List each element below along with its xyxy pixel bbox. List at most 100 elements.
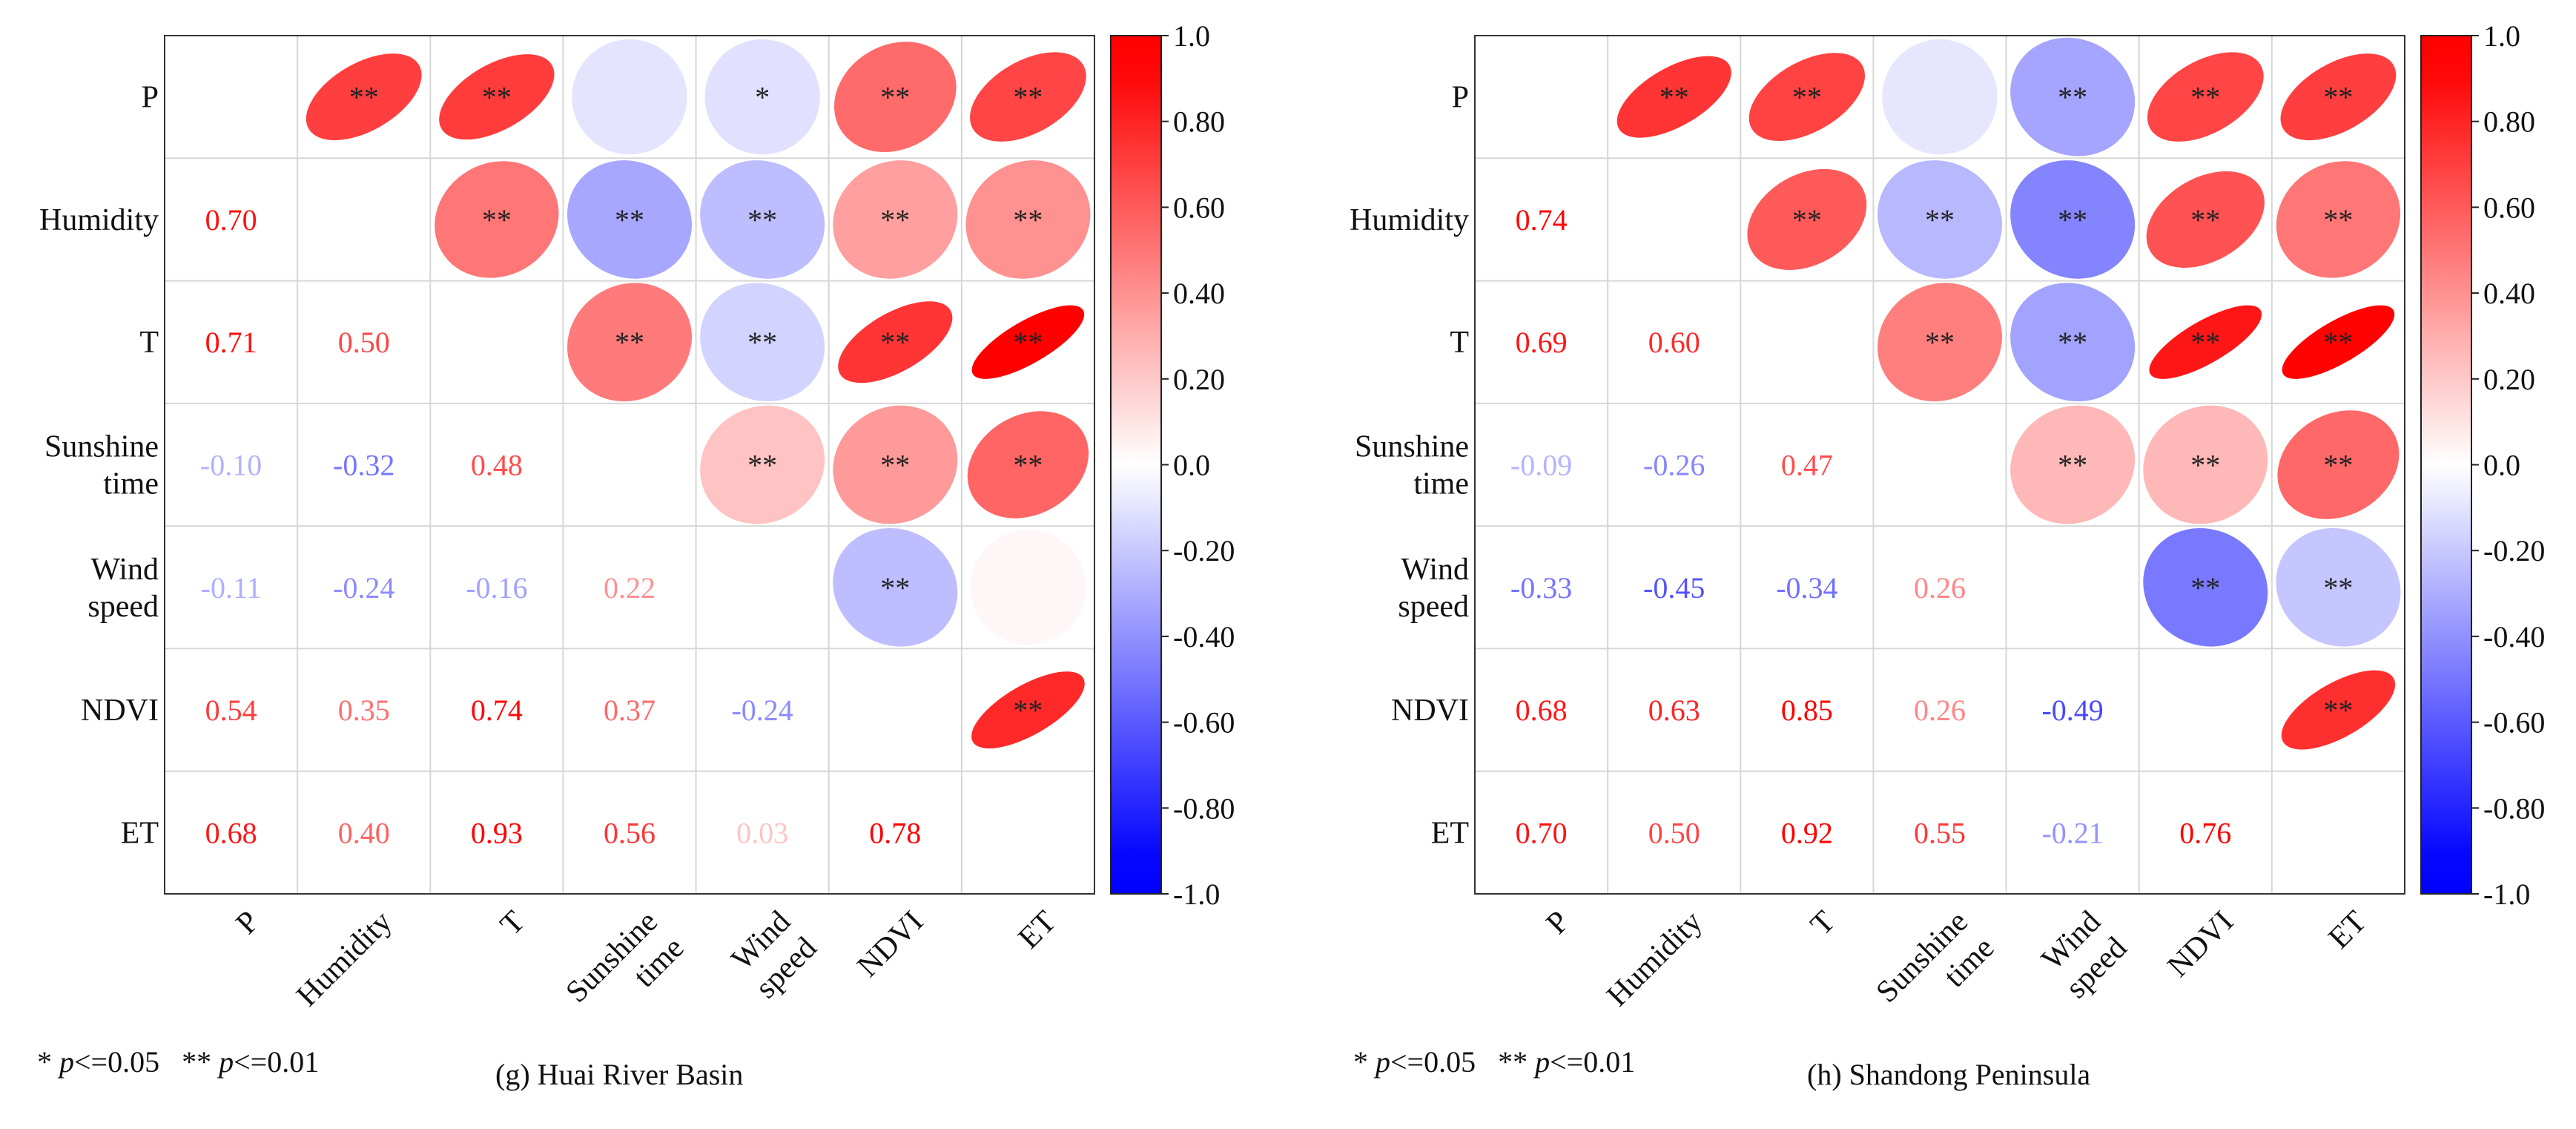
significance-mark-1-5: **	[880, 203, 910, 237]
row-label-5: NDVI	[81, 694, 159, 728]
column-label-4: Windspeed	[723, 904, 824, 1005]
ellipse-mark-0-4	[2010, 37, 2136, 157]
sig-single-p: p	[1375, 1045, 1390, 1079]
row-label-3: Sunshine time	[44, 430, 159, 501]
coefficient-label-4-2: -0.34	[1776, 571, 1837, 605]
row-label-6: ET	[121, 816, 159, 850]
colorbar-tick-label-9: -0.80	[1173, 791, 1235, 825]
caption-huai: (g) Huai River Basin	[495, 1058, 744, 1091]
row-label-line: NDVI	[81, 694, 159, 728]
ellipse-mark-5-6	[971, 671, 1085, 748]
significance-mark-3-6: **	[1013, 449, 1043, 482]
ellipse-mark-0-5	[2147, 52, 2264, 142]
colorbar-tick-label-2: 0.60	[2483, 191, 2535, 224]
ellipse-mark-0-3	[572, 39, 687, 155]
ellipse-mark-0-5	[833, 42, 957, 152]
colorbar-tick-label-0: 1.0	[2483, 19, 2520, 53]
significance-mark-0-2: **	[482, 81, 512, 114]
coefficient-label-3-0: -0.10	[200, 449, 262, 482]
row-label-2: T	[1450, 326, 1469, 360]
significance-mark-3-5: **	[2190, 449, 2220, 482]
row-label-line: NDVI	[1391, 694, 1469, 728]
colorbar-tick-label-0: 1.0	[1173, 19, 1210, 53]
column-label-0: P	[1539, 904, 1576, 941]
column-label-line: NDVI	[851, 904, 930, 984]
coefficient-label-5-4: -0.49	[2041, 694, 2103, 727]
significance-mark-1-2: **	[482, 203, 512, 237]
coefficient-label-5-2: 0.85	[1781, 694, 1833, 727]
sig-double-p: p	[1535, 1045, 1550, 1079]
row-label-2: T	[139, 326, 159, 360]
coefficient-label-5-0: 0.54	[205, 694, 257, 727]
significance-mark-0-4: **	[2058, 81, 2087, 114]
row-label-line: time	[1413, 467, 1469, 501]
colorbar-tick-label-4: 0.20	[2483, 363, 2535, 396]
colorbar-tick-label-5: 0.0	[2483, 449, 2520, 482]
column-label-0: P	[229, 904, 265, 941]
ellipse-mark-2-5	[2149, 305, 2262, 379]
significance-mark-3-5: **	[880, 449, 910, 482]
coefficient-label-2-1: 0.60	[1648, 326, 1700, 359]
ellipse-mark-1-6	[2276, 161, 2401, 278]
column-label-line: T	[1804, 904, 1842, 942]
sig-double-star: **	[1498, 1045, 1528, 1079]
column-label-5: NDVI	[2161, 904, 2240, 984]
column-label-line: P	[229, 904, 265, 941]
grid	[1475, 36, 2405, 894]
colorbar	[1110, 35, 1162, 895]
ellipse-mark-2-3	[1877, 283, 2002, 402]
row-label-line: Sunshine	[1355, 430, 1469, 464]
coefficient-label-5-3: 0.26	[1914, 694, 1966, 727]
significance-note: * p<=0.05 ** p<=0.01	[1353, 1044, 1635, 1079]
significance-mark-0-6: **	[1013, 81, 1043, 114]
colorbar-tick-label-10: -1.0	[1173, 878, 1220, 911]
row-label-line: T	[1450, 326, 1469, 360]
column-label-line: P	[1539, 904, 1576, 941]
significance-mark-1-5: **	[2190, 203, 2220, 237]
coefficient-label-5-1: 0.35	[338, 694, 390, 727]
ellipse-mark-2-3	[567, 283, 692, 402]
column-label-text: Sunshinetime	[1870, 904, 2001, 1036]
column-label-2: T	[494, 904, 532, 942]
sig-double-threshold: <=0.01	[1550, 1045, 1636, 1079]
coefficient-label-6-4: -0.21	[2041, 816, 2103, 849]
coefficient-label-4-3: 0.26	[1914, 571, 1966, 605]
panel-huai-river-basin: ** ** * ** ** 0.70 ** ** ** ** ** 0.71 0.50 ** ** ** ** -…	[37, 19, 1235, 1091]
row-label-line: speed	[1398, 590, 1469, 624]
sig-single-star: *	[37, 1045, 52, 1079]
significance-mark-2-5: **	[2190, 326, 2220, 359]
ellipse-mark-1-3	[1877, 160, 2002, 279]
ellipse-mark-3-6	[2277, 410, 2400, 519]
ellipse-mark-4-6	[2276, 527, 2401, 647]
coefficient-label-3-0: -0.09	[1510, 449, 1572, 482]
column-label-text: Windspeed	[723, 904, 824, 1005]
colorbar-tick-label-8: -0.60	[2483, 706, 2545, 740]
ellipse-mark-2-6	[971, 305, 1085, 379]
significance-mark-2-4: **	[747, 326, 777, 359]
coefficient-label-6-4: 0.03	[736, 816, 788, 849]
significance-mark-3-4: **	[2058, 449, 2087, 482]
significance-note: * p<=0.05 ** p<=0.01	[37, 1044, 319, 1079]
coefficient-label-4-1: -0.24	[333, 571, 394, 605]
colorbar-tick-label-7: -0.40	[1173, 620, 1235, 654]
column-label-text: Windspeed	[2033, 904, 2134, 1005]
column-label-text: Sunshinetime	[560, 904, 691, 1036]
ellipse-mark-3-4	[700, 405, 825, 524]
ellipse-mark-5-6	[2281, 670, 2396, 750]
significance-mark-5-6: **	[2323, 694, 2353, 727]
sig-single-p: p	[59, 1045, 74, 1079]
row-label-0: P	[1452, 81, 1469, 115]
significance-mark-1-4: **	[747, 203, 777, 237]
colorbar-tick-label-6: -0.20	[1173, 534, 1235, 567]
colorbar-tick-label-10: -1.0	[2483, 878, 2530, 911]
column-label-1: Humidity	[290, 904, 398, 1013]
significance-mark-2-5: **	[880, 326, 910, 359]
row-label-line: P	[1452, 81, 1469, 115]
significance-mark-3-6: **	[2323, 449, 2353, 482]
coefficient-label-2-0: 0.71	[205, 326, 257, 359]
ellipse-mark-0-2	[439, 54, 555, 140]
significance-mark-1-3: **	[615, 203, 644, 237]
colorbar-tick-label-3: 0.40	[2483, 277, 2535, 310]
significance-mark-0-6: **	[2323, 81, 2353, 114]
coefficient-label-6-1: 0.40	[338, 816, 390, 849]
